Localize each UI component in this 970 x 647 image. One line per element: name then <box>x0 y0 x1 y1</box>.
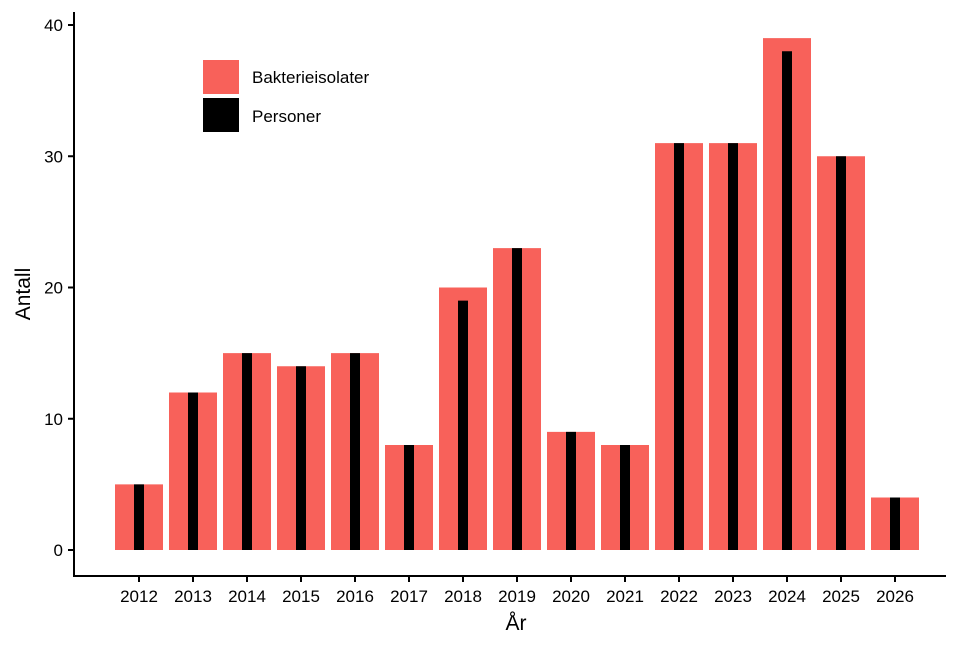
x-tick-label: 2014 <box>228 587 266 606</box>
x-tick-label: 2017 <box>390 587 428 606</box>
bar-personer-2023 <box>728 143 738 550</box>
y-tick-label: 0 <box>54 541 63 560</box>
bar-personer-2013 <box>188 392 198 550</box>
y-tick-label: 20 <box>44 279 63 298</box>
y-tick-label: 10 <box>44 410 63 429</box>
x-tick-label: 2013 <box>174 587 212 606</box>
legend-swatch-personer <box>203 98 239 132</box>
bar-personer-2021 <box>620 445 630 550</box>
bar-personer-2025 <box>836 156 846 550</box>
bar-personer-2019 <box>512 248 522 550</box>
x-axis-ticks: 2012 2013 2014 2015 2016 2017 2018 2019 2020 2021… <box>120 576 914 606</box>
y-axis-ticks: 0 10 20 30 40 <box>44 16 74 560</box>
bar-personer-2017 <box>404 445 414 550</box>
y-axis-title: Antall <box>12 268 35 321</box>
legend-swatch-bakterieisolater <box>203 60 239 94</box>
legend: Bakterieisolater Personer <box>203 60 370 132</box>
personer-bars <box>134 51 900 550</box>
x-tick-label: 2022 <box>660 587 698 606</box>
x-tick-label: 2025 <box>822 587 860 606</box>
x-axis-title: År <box>506 612 527 635</box>
x-tick-label: 2015 <box>282 587 320 606</box>
x-tick-label: 2024 <box>768 587 806 606</box>
bar-personer-2018 <box>458 300 468 550</box>
bar-personer-2026 <box>890 497 900 550</box>
x-tick-label: 2018 <box>444 587 482 606</box>
x-tick-label: 2026 <box>876 587 914 606</box>
y-tick-label: 30 <box>44 147 63 166</box>
legend-label-personer: Personer <box>252 107 321 126</box>
x-tick-label: 2012 <box>120 587 158 606</box>
bar-personer-2022 <box>674 143 684 550</box>
bar-personer-2016 <box>350 353 360 550</box>
x-tick-label: 2020 <box>552 587 590 606</box>
x-tick-label: 2023 <box>714 587 752 606</box>
legend-label-bakterieisolater: Bakterieisolater <box>252 68 370 87</box>
bar-personer-2024 <box>782 51 792 550</box>
bar-personer-2020 <box>566 431 576 550</box>
x-tick-label: 2016 <box>336 587 374 606</box>
bar-personer-2015 <box>296 366 306 550</box>
y-tick-label: 40 <box>44 16 63 35</box>
x-tick-label: 2021 <box>606 587 644 606</box>
x-tick-label: 2019 <box>498 587 536 606</box>
bar-personer-2014 <box>242 353 252 550</box>
bar-personer-2012 <box>134 484 144 550</box>
